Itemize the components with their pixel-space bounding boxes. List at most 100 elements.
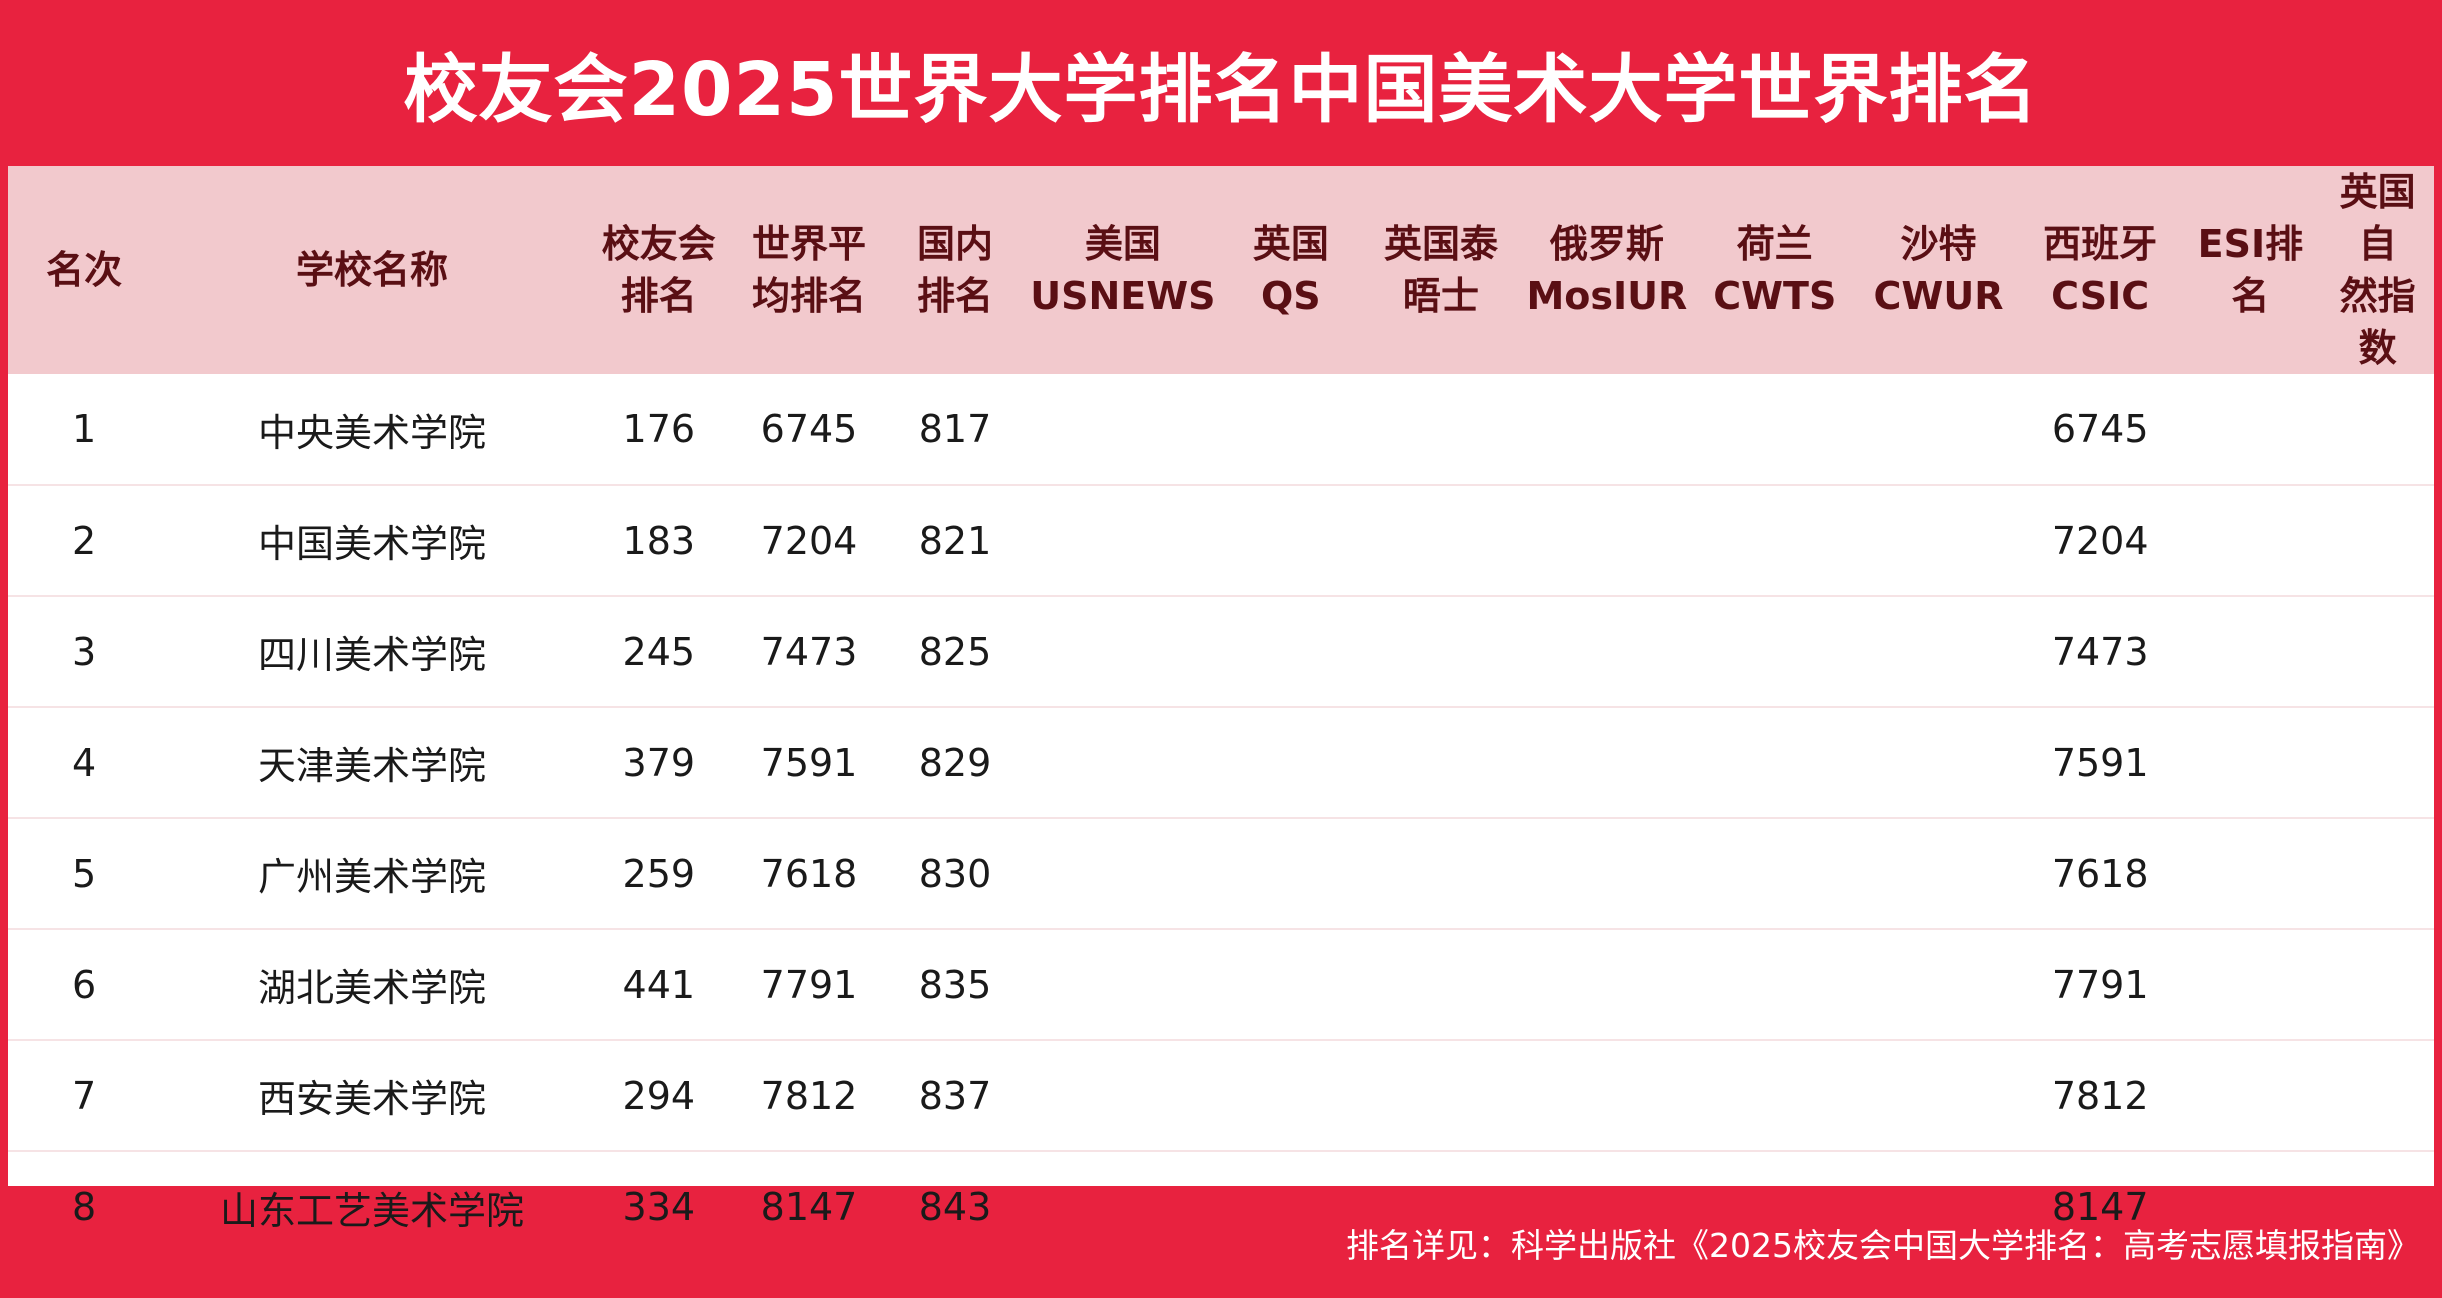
table-cell: 7473 — [760, 629, 858, 674]
column-header-line: 然指数 — [2339, 274, 2416, 370]
table-cell: 183 — [622, 518, 696, 563]
column-header-line: 世界平 — [751, 222, 866, 266]
column-header: 西班牙 CSIC — [2021, 166, 2180, 374]
column-header-line: 排名 — [620, 274, 697, 318]
table-cell — [1856, 1040, 2021, 1151]
table-cell: 5 — [72, 851, 97, 896]
table-cell — [1362, 818, 1521, 929]
table-cell — [2321, 818, 2434, 929]
table-cell: 7812 — [2051, 1073, 2149, 1118]
column-header: 英国 QS — [1220, 166, 1362, 374]
school-name-cell: 四川美术学院 — [257, 633, 486, 677]
table-cell — [2321, 929, 2434, 1040]
table-cell: 830 — [918, 851, 992, 896]
table-cell: 6745 — [2051, 407, 2149, 451]
school-name-cell: 湖北美术学院 — [257, 966, 486, 1010]
column-header-line: 俄罗斯 — [1549, 222, 1664, 266]
table-row: 5 广州美术学院 259 7618 830 7618 — [8, 818, 2434, 929]
column-header-line: 英国 — [1252, 222, 1329, 266]
table-cell: 379 — [622, 740, 696, 785]
source-footnote: 排名详见：科学出版社《2025校友会中国大学排名：高考志愿填报指南》 — [1346, 1226, 2420, 1265]
table-cell — [1856, 707, 2021, 818]
table-cell — [2179, 929, 2321, 1040]
table-cell: 7618 — [760, 851, 858, 896]
table-cell: 3 — [72, 629, 97, 674]
table-cell — [1520, 929, 1693, 1040]
column-header: 学校名称 — [160, 166, 583, 374]
column-header-line: ESI排 — [2197, 222, 2304, 266]
column-header: 俄罗斯 MosIUR — [1520, 166, 1693, 374]
table-cell — [1026, 818, 1220, 929]
table-cell: 7791 — [760, 962, 858, 1007]
table-cell — [1520, 374, 1693, 485]
column-header-line: 晤士 — [1403, 274, 1480, 318]
table-row: 1 中央美术学院 176 6745 817 6745 — [8, 374, 2434, 485]
table-cell — [1520, 707, 1693, 818]
school-name-cell: 广州美术学院 — [257, 855, 486, 899]
table-cell: 176 — [622, 407, 696, 451]
table-cell: 817 — [918, 407, 992, 451]
table-cell: 825 — [918, 629, 992, 674]
column-header-line: CWUR — [1873, 274, 2004, 318]
table-cell — [2179, 707, 2321, 818]
table-cell — [1220, 707, 1362, 818]
column-header-line: 沙特 — [1900, 222, 1977, 266]
table-header-row: 名次 学校名称 校友会 排名 世界平 均排名 国内 排名 美国 USNEWS 英国 QS 英国泰 晤士 俄罗… — [8, 166, 2434, 374]
table-cell — [1362, 1040, 1521, 1151]
table-cell — [1693, 707, 1856, 818]
table-cell — [1520, 596, 1693, 707]
column-header-line: 英国泰 — [1384, 222, 1499, 266]
table-cell: 7591 — [2051, 740, 2149, 785]
table-cell — [1220, 374, 1362, 485]
table-cell — [1856, 929, 2021, 1040]
table-cell — [1362, 374, 1521, 485]
column-header-line: 西班牙 — [2043, 222, 2158, 266]
table-cell — [1362, 929, 1521, 1040]
column-header-line: QS — [1261, 274, 1321, 318]
column-header-line: CWTS — [1713, 274, 1837, 318]
table-cell — [1220, 929, 1362, 1040]
table-body: 1 中央美术学院 176 6745 817 6745 2 中国美术学院 183 7204 821 72… — [8, 374, 2434, 1262]
column-header-line: USNEWS — [1030, 274, 1216, 318]
ranking-table-panel: 名次 学校名称 校友会 排名 世界平 均排名 国内 排名 美国 USNEWS 英国 QS 英国泰 晤士 俄罗… — [8, 166, 2434, 1233]
table-cell: 7791 — [2051, 962, 2149, 1007]
table-cell — [2321, 596, 2434, 707]
table-cell: 821 — [918, 518, 992, 563]
column-header-line: 英国自 — [2339, 170, 2416, 266]
column-header-line: 美国 — [1084, 222, 1161, 266]
column-header-line: 名次 — [46, 248, 123, 292]
table-cell — [2179, 1040, 2321, 1151]
table-cell: 7204 — [2051, 518, 2149, 563]
table-row: 4 天津美术学院 379 7591 829 7591 — [8, 707, 2434, 818]
column-header: 国内 排名 — [884, 166, 1026, 374]
table-cell — [1026, 374, 1220, 485]
column-header: 校友会 排名 — [584, 166, 734, 374]
table-cell: 7204 — [760, 518, 858, 563]
table-cell: 6 — [72, 962, 97, 1007]
table-cell — [1026, 1040, 1220, 1151]
table-cell — [1026, 596, 1220, 707]
school-name-cell: 天津美术学院 — [257, 744, 486, 788]
table-cell: 4 — [72, 740, 97, 785]
table-cell — [1693, 929, 1856, 1040]
column-header-line: 排名 — [917, 274, 994, 318]
table-cell — [1362, 596, 1521, 707]
table-cell: 294 — [622, 1073, 696, 1118]
table-cell: 829 — [918, 740, 992, 785]
table-cell: 259 — [622, 851, 696, 896]
table-row: 8 山东工艺美术学院 334 8147 843 8147 — [8, 1151, 2434, 1262]
column-header-line: 校友会 — [601, 222, 716, 266]
table-cell — [2321, 374, 2434, 485]
column-header: 沙特 CWUR — [1856, 166, 2021, 374]
table-cell — [1520, 1040, 1693, 1151]
table-cell — [1362, 485, 1521, 596]
table-cell — [2179, 374, 2321, 485]
table-row: 7 西安美术学院 294 7812 837 7812 — [8, 1040, 2434, 1151]
table-cell — [1693, 596, 1856, 707]
table-cell: 7618 — [2051, 851, 2149, 896]
table-cell — [2321, 1040, 2434, 1151]
table-cell — [1693, 374, 1856, 485]
column-header: 世界平 均排名 — [734, 166, 884, 374]
table-cell: 835 — [918, 962, 992, 1007]
